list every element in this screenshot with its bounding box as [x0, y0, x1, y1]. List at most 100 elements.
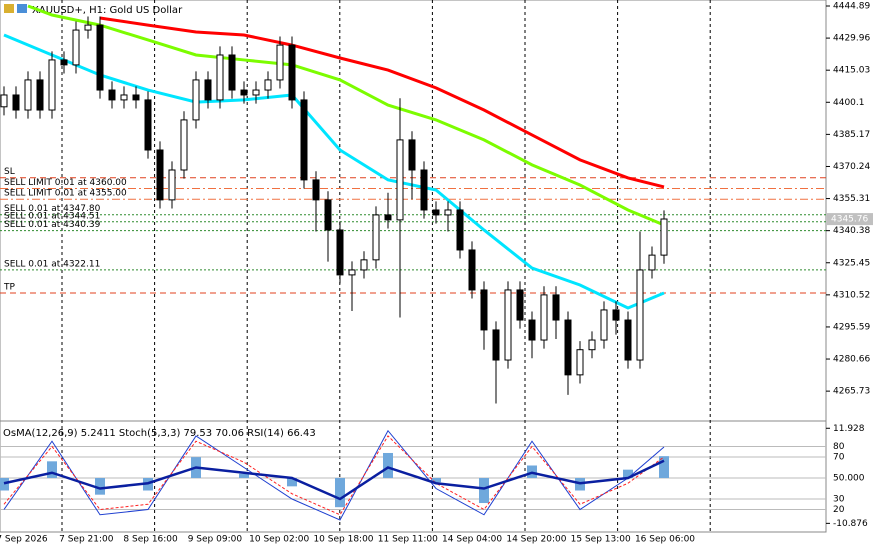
- candle-body: [648, 254, 656, 271]
- symbol-icon: [4, 4, 14, 13]
- y-tick-label: 4355.31: [833, 194, 870, 204]
- order-label: TP: [3, 282, 15, 292]
- y-tick-label: 4340.38: [833, 226, 870, 236]
- candle-body: [144, 99, 152, 151]
- plot-frame: [0, 0, 827, 533]
- price-tag: [827, 213, 873, 226]
- x-tick-label: 8 Sep 16:00: [123, 535, 178, 545]
- osma-bar: [383, 452, 393, 479]
- order-label: SELL 0.01 at 4344.51: [4, 211, 100, 221]
- y2-tick-label: -10.876: [833, 519, 868, 529]
- x-tick-label: 16 Sep 06:00: [635, 535, 695, 545]
- candle-body: [384, 214, 392, 221]
- indicator-line: [3, 429, 665, 521]
- candle-body: [96, 24, 104, 91]
- y-tick-label: 4444.89: [833, 1, 870, 11]
- candle-body: [24, 79, 32, 111]
- candle-body: [312, 179, 320, 201]
- candle-body: [168, 169, 176, 201]
- candle-body: [180, 119, 188, 171]
- indicator-line: [3, 435, 665, 516]
- order-label: SL: [4, 167, 15, 177]
- x-tick-label: 11 Sep 11:00: [378, 535, 438, 545]
- order-label: SELL 0.01 at 4340.39: [4, 220, 101, 230]
- candle-body: [600, 309, 608, 341]
- y-tick-label: 4370.24: [833, 162, 870, 172]
- candle-body: [192, 79, 200, 121]
- candle-body: [336, 229, 344, 276]
- candle-body: [36, 79, 44, 111]
- osma-bar: [287, 478, 297, 487]
- moving-average: [27, 4, 665, 227]
- y-tick-label: 30: [833, 495, 845, 505]
- x-tick-label: 14 Sep 20:00: [506, 535, 566, 545]
- candle-body: [300, 99, 308, 181]
- candle-body: [504, 289, 512, 361]
- candle-body: [12, 94, 20, 111]
- candle-body: [216, 54, 224, 101]
- osma-bar: [95, 478, 105, 495]
- candle-body: [480, 289, 488, 331]
- candle-body: [456, 209, 464, 251]
- x-tick-label: 15 Sep 13:00: [571, 535, 631, 545]
- moving-average: [99, 16, 665, 189]
- x-tick-label: 9 Sep 09:00: [188, 535, 243, 545]
- y-tick-label: 4265.73: [833, 387, 870, 397]
- order-label: SELL LIMIT 0.01 at 4360.00: [4, 178, 127, 188]
- candle-body: [48, 59, 56, 111]
- x-tick-label: 7 Sep 2026: [0, 535, 48, 545]
- osma-bar: [623, 469, 633, 479]
- y-tick-label: 4310.52: [833, 290, 870, 300]
- candle-body: [528, 319, 536, 341]
- order-label: SELL 0.01 at 4347.80: [4, 204, 101, 214]
- candle-body: [540, 294, 548, 341]
- moving-average: [3, 33, 665, 310]
- osma-bar: [239, 473, 249, 479]
- y-tick-label: 4400.1: [833, 98, 865, 108]
- order-label: SELL LIMIT 0.01 at 4355.00: [4, 189, 127, 199]
- price-tag-label: 4345.76: [831, 215, 868, 225]
- candle-body: [468, 249, 476, 291]
- candle-body: [132, 94, 140, 101]
- x-tick-label: 14 Sep 04:00: [442, 535, 502, 545]
- candle-body: [120, 94, 128, 101]
- candle-body: [240, 89, 248, 96]
- y-tick-label: 4295.59: [833, 322, 870, 332]
- candle-body: [552, 294, 560, 321]
- y-tick-label: 80: [833, 442, 845, 452]
- osma-bar: [479, 478, 489, 504]
- candle-body: [324, 199, 332, 231]
- candle-body: [660, 218, 668, 256]
- candle-body: [492, 329, 500, 361]
- y-tick-label: 50.000: [833, 473, 865, 483]
- candle-body: [0, 94, 8, 108]
- candle-body: [372, 214, 380, 261]
- candle-body: [420, 169, 428, 211]
- symbol-icon: [17, 4, 27, 13]
- indicator-line: [3, 459, 665, 501]
- indicator-title: OsMA(12,26,9) 5.2411 Stoch(5,3,3) 79.53 …: [3, 428, 316, 439]
- candle-body: [156, 149, 164, 201]
- y-tick-label: 4429.96: [833, 34, 870, 44]
- candle-body: [516, 289, 524, 321]
- candle-body: [264, 79, 272, 91]
- candle-body: [432, 209, 440, 216]
- candle-body: [60, 59, 68, 66]
- chart-title: XAUUSD+, H1: Gold US Dollar: [32, 5, 183, 16]
- x-tick-label: 7 Sep 21:00: [59, 535, 114, 545]
- candle-body: [252, 89, 260, 96]
- x-tick-label: 10 Sep 18:00: [313, 535, 373, 545]
- osma-bar: [335, 478, 345, 508]
- y-tick-label: 20: [833, 505, 845, 515]
- y-tick-label: 4385.17: [833, 130, 870, 140]
- candle-body: [624, 319, 632, 361]
- candle-body: [576, 349, 584, 376]
- x-tick-label: 10 Sep 02:00: [249, 535, 309, 545]
- candle-body: [408, 139, 416, 171]
- osma-bar: [659, 456, 669, 479]
- y-tick-label: 70: [833, 452, 845, 462]
- y-tick-label: 4280.66: [833, 355, 870, 365]
- candle-body: [636, 269, 644, 361]
- candle-body: [612, 309, 620, 321]
